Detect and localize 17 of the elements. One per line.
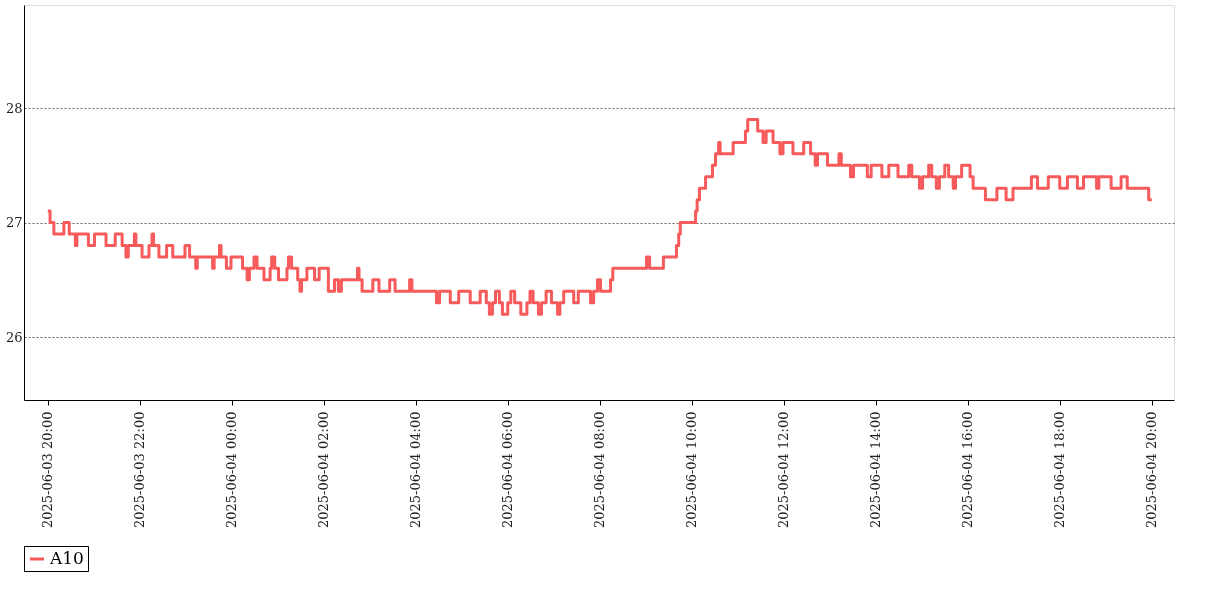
- x-tick-label: 2025-06-04 14:00: [868, 411, 884, 529]
- y-tick-label: 26: [5, 329, 23, 345]
- x-tick-label: 2025-06-03 20:00: [40, 411, 56, 529]
- x-tick-label: 2025-06-04 02:00: [316, 411, 332, 529]
- x-tick-label: 2025-06-04 18:00: [1052, 411, 1068, 529]
- x-tick-label: 2025-06-04 04:00: [408, 411, 424, 529]
- x-tick-label: 2025-06-04 06:00: [500, 411, 516, 529]
- y-tick-label: 27: [5, 215, 23, 231]
- x-tick-label: 2025-06-04 10:00: [684, 411, 700, 529]
- x-tick-label: 2025-06-04 12:00: [776, 411, 792, 529]
- x-tick-label: 2025-06-04 20:00: [1144, 411, 1160, 529]
- x-tick-label: 2025-06-04 00:00: [224, 411, 240, 529]
- x-tick-label: 2025-06-04 16:00: [960, 411, 976, 529]
- x-tick-label: 2025-06-04 08:00: [592, 411, 608, 529]
- y-tick-label: 28: [5, 100, 23, 116]
- legend-label: A10: [49, 548, 84, 568]
- x-tick-label: 2025-06-03 22:00: [132, 411, 148, 529]
